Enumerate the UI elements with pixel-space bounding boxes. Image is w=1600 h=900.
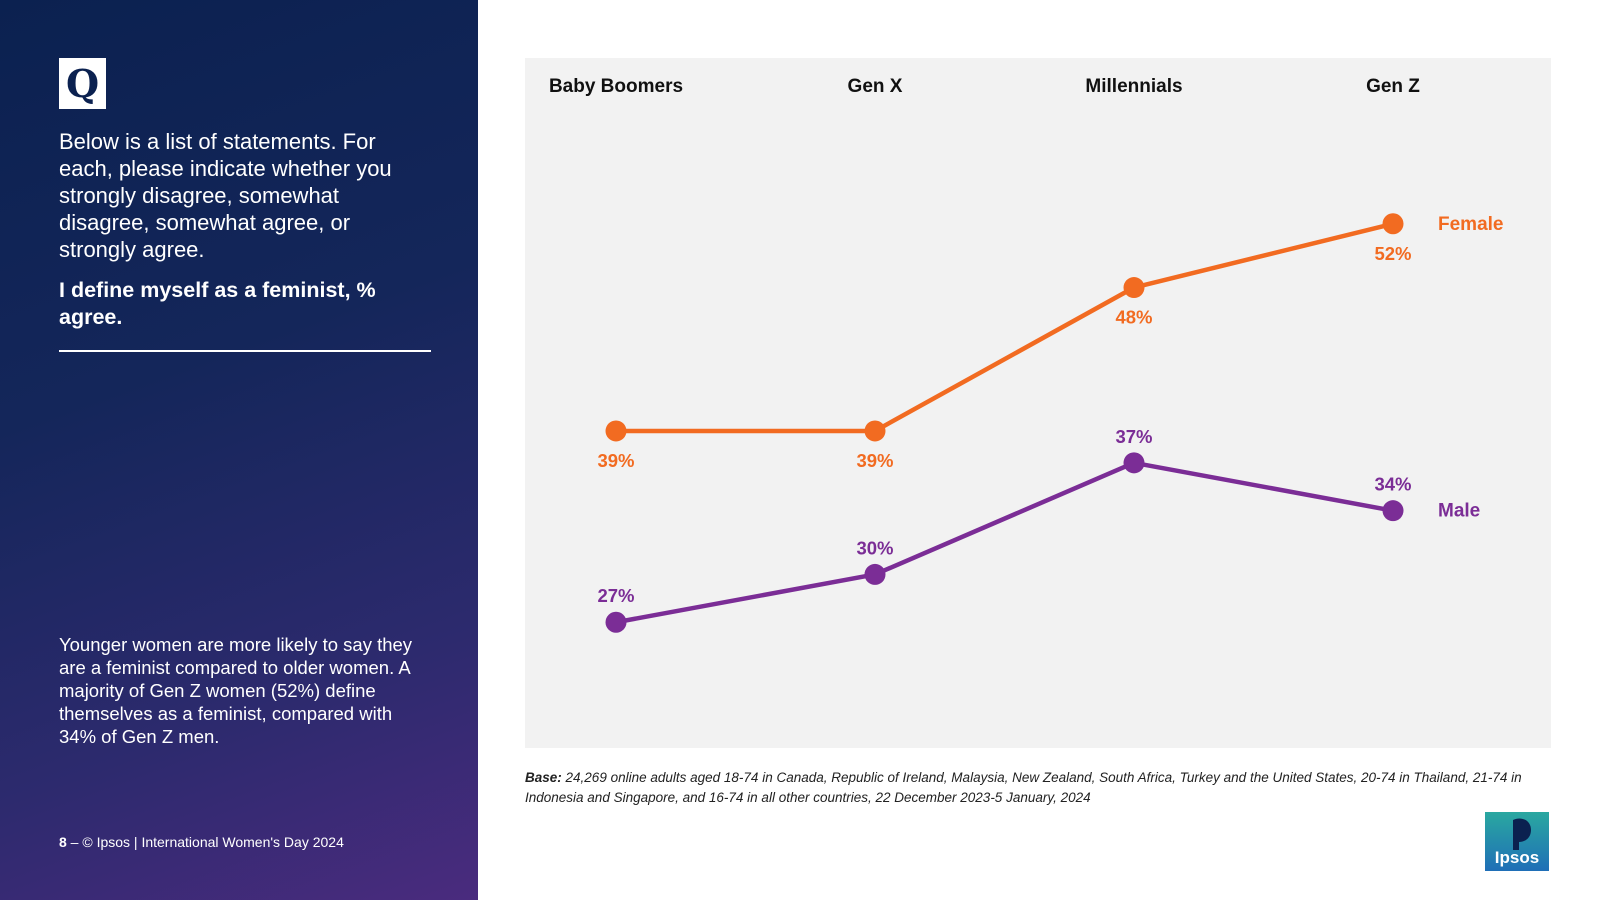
category-label-gen-z: Gen Z [1366,76,1420,97]
left-panel: Q Below is a list of statements. For eac… [0,0,478,900]
logo-text: Ipsos [1495,848,1539,867]
series-line-female [613,221,1396,434]
footer-text: – © Ipsos | International Women's Day 20… [66,834,344,850]
data-label-male-millennials: 37% [1115,426,1152,447]
data-label-female-millennials: 48% [1115,307,1152,328]
data-label-male-gen-x: 30% [856,537,893,558]
data-point-male-millennials [1123,452,1145,474]
data-point-female-gen-x [864,420,886,442]
statement-text: I define myself as a feminist, % agree. [59,278,376,329]
category-label-gen-x: Gen X [848,76,903,97]
ipsos-logo: Ipsos [1485,812,1549,871]
data-point-female-gen-z [1382,213,1404,235]
data-label-male-baby-boomers: 27% [597,585,634,606]
logo-mark [1513,818,1531,850]
base-label: Base: [525,770,562,785]
data-label-male-gen-z: 34% [1374,474,1411,495]
insight-text: Younger women are more likely to say the… [59,634,413,747]
category-label-millennials: Millennials [1085,76,1182,97]
question-text: Below is a list of statements. For each,… [59,129,392,262]
data-label-female-baby-boomers: 39% [597,450,634,471]
base-note: Base: 24,269 online adults aged 18-74 in… [525,768,1525,808]
data-point-female-millennials [1123,277,1145,299]
category-label-baby-boomers: Baby Boomers [549,76,683,97]
q-badge: Q [59,58,106,109]
page-number: 8 [59,834,67,850]
line-chart: Baby Boomers Gen X Millennials Gen Z 39% 39% 4… [549,76,1503,633]
legend-label-female: Female [1438,214,1503,235]
data-point-female-baby-boomers [605,420,627,442]
data-label-female-gen-x: 39% [856,450,893,471]
base-text: 24,269 online adults aged 18-74 in Canad… [525,770,1522,805]
data-point-male-baby-boomers [605,611,627,633]
footer: 8 – © Ipsos | International Women's Day … [59,834,344,850]
data-label-female-gen-z: 52% [1374,243,1411,264]
data-point-male-gen-z [1382,500,1404,522]
chart-area: Baby Boomers Gen X Millennials Gen Z 39% 39% 4… [525,58,1551,748]
divider [59,350,431,352]
legend-label-male: Male [1438,501,1480,522]
series-line-male [613,460,1396,625]
data-point-male-gen-x [864,563,886,585]
